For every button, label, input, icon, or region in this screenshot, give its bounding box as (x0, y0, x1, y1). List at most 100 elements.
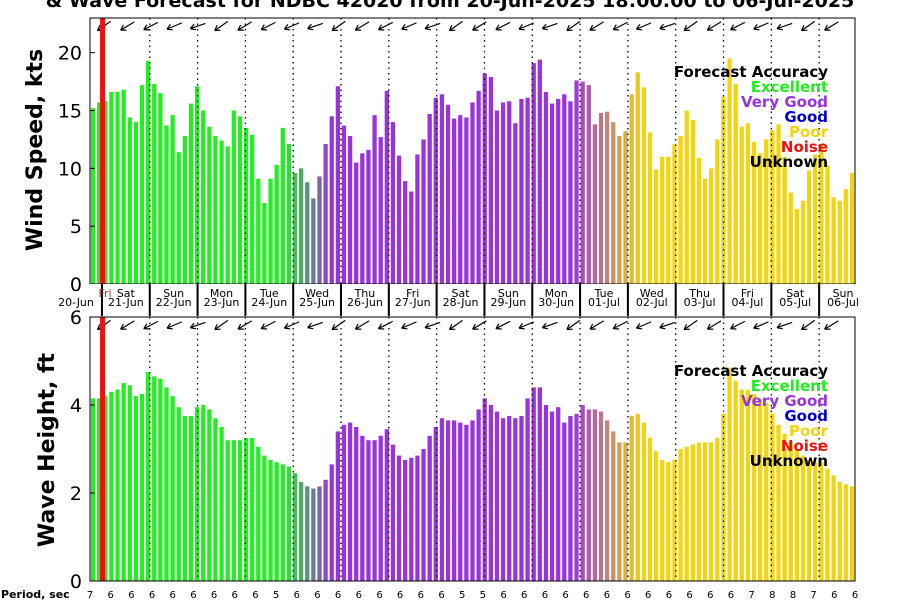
wind-bar (341, 125, 347, 284)
wind-bar (378, 137, 383, 284)
wind-bar (806, 170, 812, 284)
day-date-label: 05-Jul (779, 296, 811, 309)
wind-bar (758, 153, 763, 284)
wave-bar (97, 398, 102, 581)
period-value: 6 (666, 590, 672, 600)
wind-direction-arrow-icon (753, 22, 769, 31)
wave-bar (611, 431, 616, 581)
wave-bar (782, 433, 787, 581)
wind-bar (433, 97, 438, 284)
wave-bar (494, 411, 500, 581)
wave-bar (158, 378, 163, 581)
day-name-label: Thu (354, 287, 376, 300)
wave-bar (519, 416, 524, 581)
wind-bar (335, 86, 340, 284)
wave-bar (243, 438, 249, 581)
wave-direction-arrow-icon (214, 319, 229, 331)
wind-bar (439, 94, 445, 284)
wind-direction-arrow-icon (589, 21, 604, 31)
wave-bar (372, 440, 377, 581)
wave-bar (831, 475, 836, 581)
wind-bar (127, 117, 132, 285)
wind-bar (139, 85, 145, 284)
wind-bar (849, 172, 855, 284)
wind-direction-arrow-icon (472, 21, 487, 31)
wave-bar (433, 427, 438, 581)
wind-speed-bars (90, 58, 855, 285)
period-value: 7 (87, 590, 93, 600)
wind-bar (146, 60, 151, 284)
wind-bar (653, 169, 659, 284)
wind-noise-marker (100, 18, 106, 284)
wave-bar (470, 420, 475, 581)
wind-bar (152, 83, 157, 284)
day-name-label: Mon (210, 287, 233, 300)
wind-bar (323, 144, 328, 284)
wind-bar (605, 111, 610, 285)
wind-bar (170, 115, 175, 285)
wave-bar (378, 435, 383, 581)
wind-bar (415, 154, 420, 284)
wave-bar (262, 455, 267, 581)
wave-direction-arrow-icon (143, 320, 159, 330)
wave-bar (825, 468, 830, 581)
wave-direction-arrow-icon (120, 320, 135, 330)
wind-bar (445, 104, 451, 285)
day-name-label: Mon (545, 287, 568, 300)
wave-direction-arrow-icon (659, 321, 676, 330)
wind-direction-arrow-icon (307, 22, 323, 31)
wind-speed-ticks: 0 5 10 15 20 (58, 43, 95, 296)
day-label-strip: Fri20-JunSat21-JunSun22-JunMon23-JunTue2… (58, 284, 859, 316)
day-name-label: Sun (833, 287, 854, 300)
day-date-label: 22-Jun (156, 296, 192, 309)
period-value: 6 (335, 590, 341, 600)
wave-bar (299, 482, 304, 581)
wind-tick-label: 20 (58, 43, 82, 65)
wind-bar (403, 181, 408, 284)
wave-bar (500, 418, 506, 581)
wave-bar (121, 383, 126, 581)
period-value: 6 (831, 590, 837, 600)
wind-bar (97, 102, 102, 285)
wind-bar (317, 176, 322, 284)
wind-bar (274, 164, 279, 284)
wave-bar (635, 413, 640, 581)
wave-bar (103, 396, 108, 581)
wind-direction-arrow-icon (283, 22, 300, 31)
wave-bar (170, 396, 175, 581)
wave-bar (531, 387, 536, 581)
period-value: 6 (707, 590, 713, 600)
wave-bar (849, 486, 855, 581)
wind-bar (776, 124, 781, 285)
period-value: 6 (418, 590, 424, 600)
wind-bar (764, 139, 769, 284)
day-date-label: 30-Jun (538, 296, 574, 309)
wave-bar (458, 422, 463, 581)
wind-bar (623, 131, 628, 284)
wind-bar (164, 125, 169, 284)
wave-bar (751, 394, 757, 581)
wave-bar (568, 416, 573, 581)
period-value: 6 (128, 590, 134, 600)
wind-bar (207, 126, 212, 285)
wind-direction-arrow-icon (448, 20, 463, 32)
wind-direction-arrow-icon (143, 21, 159, 31)
period-value: 6 (356, 590, 362, 600)
wind-direction-arrow-icon (635, 22, 652, 31)
period-value: 5 (459, 590, 465, 600)
wind-bar (690, 119, 695, 285)
wave-bar (702, 442, 708, 581)
wave-bar (482, 398, 487, 581)
wave-bar (409, 457, 414, 581)
wave-direction-arrow-icon (260, 320, 276, 330)
wind-bar (311, 198, 316, 284)
wave-direction-arrow-icon (495, 320, 511, 330)
wave-bar (666, 462, 671, 581)
wave-bar (182, 416, 187, 581)
wave-bar (329, 464, 334, 581)
wave-bar (788, 442, 793, 581)
wind-bar (709, 168, 714, 284)
wind-bar (329, 116, 334, 284)
wave-direction-arrow-icon (424, 321, 441, 330)
